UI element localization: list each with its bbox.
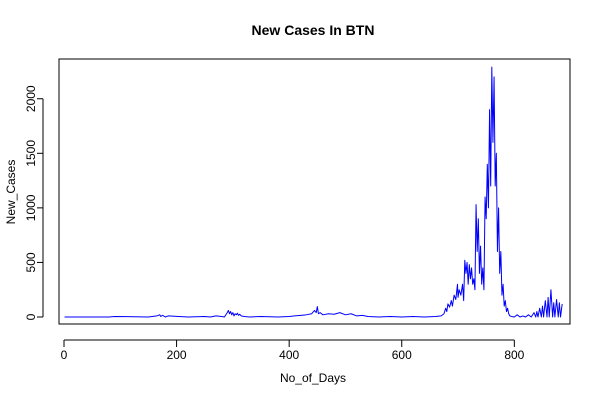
x-tick-label: 600 — [392, 348, 412, 362]
x-tick-label: 800 — [504, 348, 524, 362]
x-axis-label: No_of_Days — [280, 371, 346, 385]
x-axis: 0 200 400 600 800 — [61, 339, 525, 362]
chart-title: New Cases In BTN — [252, 22, 375, 38]
y-tick-label: 1000 — [24, 194, 38, 221]
series-layer — [64, 66, 563, 318]
y-tick-label: 0 — [24, 313, 38, 320]
y-axis: 0 500 1000 1500 2000 — [24, 85, 44, 320]
series-line — [64, 66, 563, 318]
x-tick-label: 400 — [279, 348, 299, 362]
y-axis-label: New_Cases — [4, 160, 18, 225]
plot-area — [58, 58, 571, 325]
y-tick-label: 2000 — [24, 85, 38, 112]
x-tick-label: 0 — [61, 348, 68, 362]
y-tick-label: 500 — [24, 252, 38, 272]
plot-frame — [58, 58, 571, 325]
x-tick-label: 200 — [167, 348, 187, 362]
y-tick-label: 1500 — [24, 140, 38, 167]
